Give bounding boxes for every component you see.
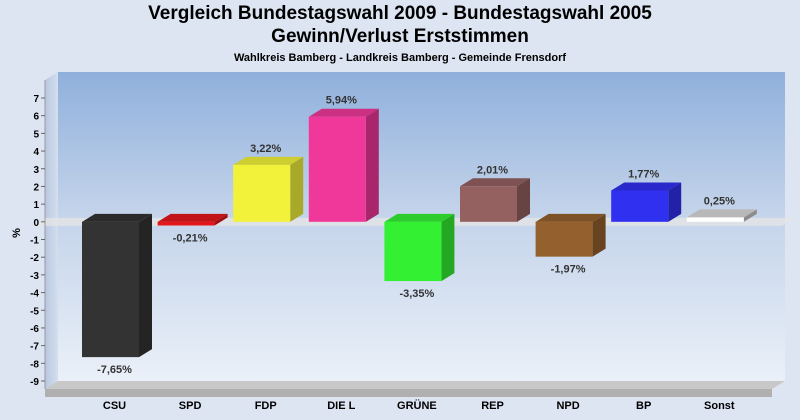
y-tick-label: -4 [30,289,39,300]
bar-front [157,221,215,226]
bar-side [139,213,152,358]
x-tick-label: NPD [556,400,579,412]
y-tick-label: -9 [30,377,39,388]
bars: -7,65% -0,21% 3,22% 5,94% -3,35% 2,01% -1,97% 1… [82,95,757,376]
bar-top [384,213,455,222]
bar-side [290,156,304,222]
data-label: 2,01% [477,164,508,176]
y-tick-label: -1 [30,236,39,247]
bar-front [686,217,744,222]
y-tick-label: 0 [33,218,39,229]
bar-front [308,116,366,222]
data-label: 5,94% [326,95,357,107]
y-tick-label: 3 [33,165,39,176]
bar-side [365,108,379,222]
plot-side-wall [45,72,58,389]
bar-side [441,213,455,282]
bar-front [82,221,139,358]
bar: -0,21% [157,213,228,245]
x-tick-label: GRÜNE [397,399,437,412]
y-tick-label: 7 [33,94,39,105]
y-tick-label: -6 [30,324,39,335]
y-tick-label: 5 [33,129,39,140]
bar: 3,22% [233,143,304,222]
bar-side [517,178,530,222]
bar-side [743,209,757,222]
data-label: -7,65% [97,364,132,376]
y-tick-label: -3 [30,271,39,282]
bar-side [214,213,228,226]
bar-front [233,164,291,222]
bar: -1,97% [535,213,606,276]
bar-front [384,221,442,282]
bar-top [460,178,530,187]
bar: -3,35% [384,213,455,300]
y-axis: 7 6 5 4 3 2 1 0 -1 -2 -3 -4 -5 -6 -7 -8 -9 [30,80,46,389]
data-label: -0,21% [173,233,208,245]
x-tick-label: REP [481,400,504,412]
data-label: 0,25% [704,195,735,207]
x-tick-label: BP [636,400,651,412]
bar-top [233,156,304,165]
plot-floor [45,381,785,389]
x-tick-label: Sonst [704,400,735,412]
bar-front [535,221,593,257]
data-label: -1,97% [551,264,586,276]
bar-side [592,213,606,257]
y-tick-label: -8 [30,359,39,370]
data-label: 1,77% [628,169,659,181]
y-tick-label: 1 [33,200,39,211]
y-tick-label: 2 [33,182,39,193]
bar: 1,77% [611,169,682,222]
y-tick-label: -5 [30,306,39,317]
bar-top [611,182,682,191]
y-tick-label: -7 [30,342,39,353]
x-axis: CSU SPD FDP DIE L GRÜNE REP NPD BP Sonst [103,399,735,412]
chart-title-line2: Gewinn/Verlust Erststimmen [271,26,529,47]
bar: 2,01% [460,164,530,222]
data-label: 3,22% [250,143,281,155]
y-tick-label: 4 [33,147,39,158]
x-tick-label: FDP [255,400,277,412]
plot-floor-front [45,389,772,397]
bar-front [611,190,669,222]
bar: 0,25% [686,195,757,222]
bar: 5,94% [308,95,379,222]
bar-top [686,209,757,218]
chart-subtitle: Wahlkreis Bamberg - Landkreis Bamberg - … [233,52,567,64]
chart-title-line1: Vergleich Bundestagswahl 2009 - Bundesta… [148,3,652,24]
bar-side [668,182,682,222]
chart-header: Vergleich Bundestagswahl 2009 - Bundesta… [0,2,800,64]
y-tick-label: 6 [33,112,39,123]
bar-top [308,108,379,117]
x-tick-label: SPD [179,400,202,412]
bar-top [535,213,606,222]
data-label: -3,35% [399,288,434,300]
bar-top [82,213,152,222]
x-tick-label: DIE L [327,400,355,412]
bar-top [157,213,228,222]
x-tick-label: CSU [103,400,126,412]
y-tick-label: -2 [30,253,39,264]
y-axis-label: % [11,228,23,238]
bar-front [460,186,517,222]
bar: -7,65% [82,213,152,376]
